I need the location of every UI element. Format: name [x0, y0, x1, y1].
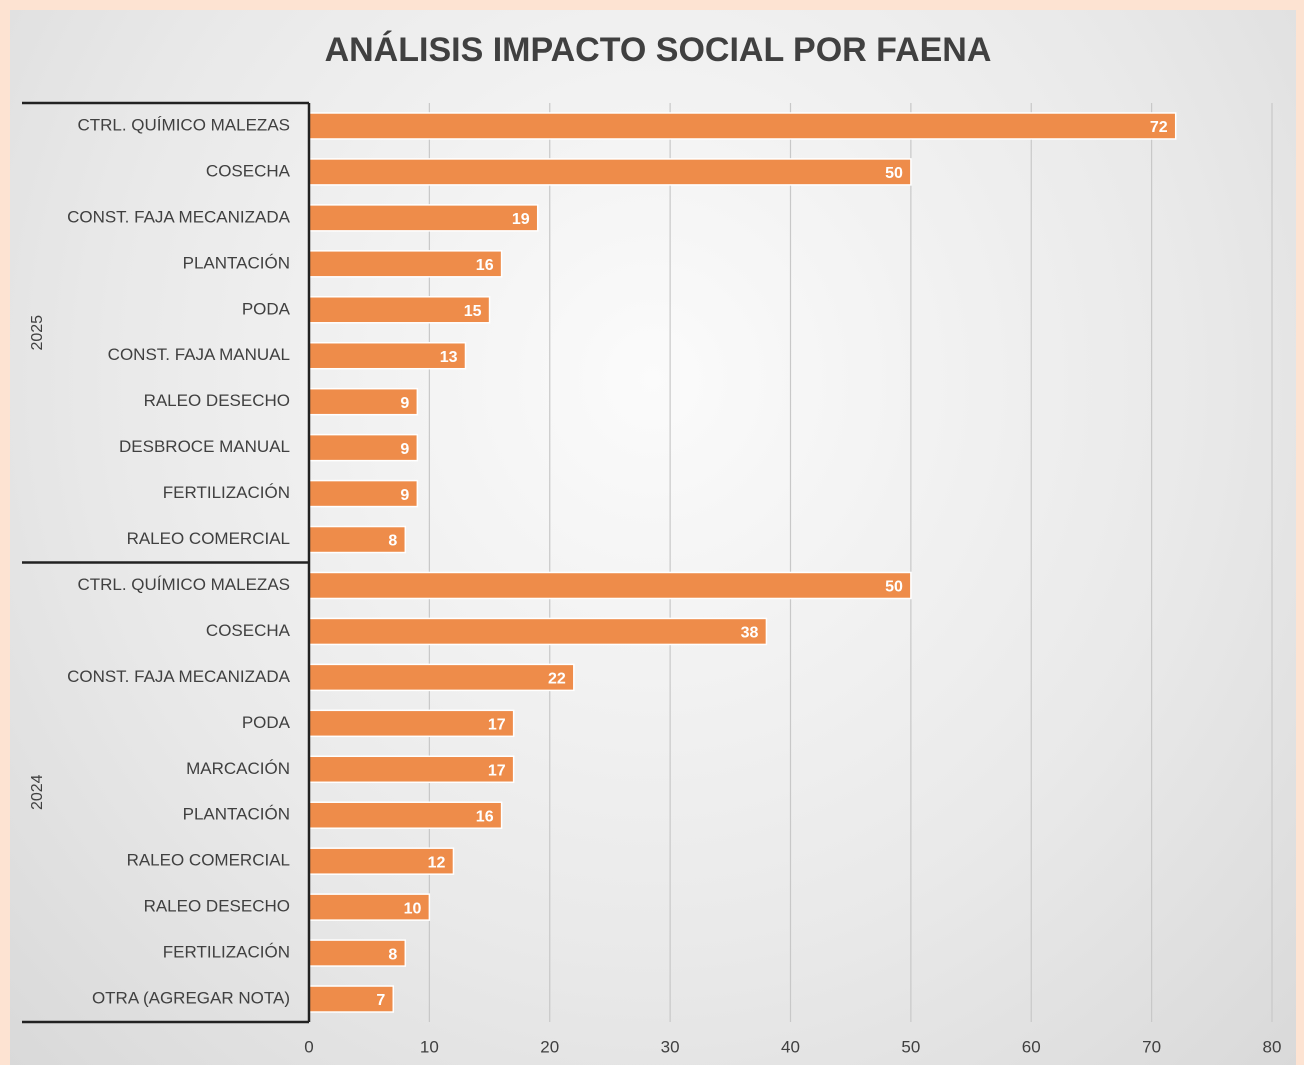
bar [308, 755, 515, 784]
y-tick-label: PODA [242, 299, 291, 318]
y-tick-label: RALEO COMERCIAL [127, 851, 290, 870]
y-tick-label: RALEO DESECHO [144, 897, 290, 916]
x-tick-label: 70 [1142, 1037, 1161, 1056]
value-label: 17 [488, 762, 506, 779]
value-label: 17 [488, 717, 506, 734]
chart-title: ANÁLISIS IMPACTO SOCIAL POR FAENA [325, 31, 992, 69]
value-label: 50 [885, 579, 903, 596]
value-label: 13 [440, 349, 458, 366]
x-tick-label: 40 [781, 1037, 800, 1056]
bar [308, 985, 395, 1013]
x-tick-label: 0 [304, 1037, 313, 1056]
y-tick-label: PLANTACIÓN [183, 805, 290, 824]
group-label: 2024 [29, 774, 46, 810]
x-tick-label: 20 [540, 1037, 559, 1056]
value-label: 9 [400, 487, 409, 504]
group-label: 2025 [29, 315, 46, 351]
y-tick-label: COSECHA [206, 621, 291, 640]
value-label: 9 [400, 441, 409, 458]
value-label: 22 [548, 671, 566, 688]
x-tick-label: 60 [1022, 1037, 1041, 1056]
y-tick-label: CONST. FAJA MECANIZADA [67, 667, 291, 686]
value-label: 16 [476, 257, 494, 274]
bar [308, 571, 912, 600]
bar [308, 112, 1177, 140]
y-tick-label: PODA [242, 713, 291, 732]
y-tick-label: CTRL. QUÍMICO MALEZAS [77, 575, 290, 594]
chart-panel [10, 10, 1296, 1065]
bar [308, 479, 419, 508]
value-label: 15 [464, 303, 482, 320]
x-tick-label: 10 [420, 1037, 439, 1056]
value-label: 38 [741, 625, 759, 642]
value-label: 8 [388, 533, 397, 550]
value-label: 19 [512, 211, 530, 228]
y-tick-label: PLANTACIÓN [183, 253, 290, 272]
value-label: 8 [388, 946, 397, 963]
bar [308, 663, 575, 692]
value-label: 72 [1150, 119, 1168, 136]
y-tick-label: COSECHA [206, 161, 291, 180]
bar [308, 158, 912, 186]
bar [308, 801, 503, 829]
y-tick-label: RALEO COMERCIAL [127, 529, 290, 548]
value-label: 12 [428, 854, 446, 871]
bar [308, 204, 539, 232]
y-tick-label: CTRL. QUÍMICO MALEZAS [77, 115, 290, 134]
x-tick-label: 30 [661, 1037, 680, 1056]
y-tick-label: OTRA (AGREGAR NOTA) [92, 989, 290, 1008]
value-label: 16 [476, 808, 494, 825]
bar [308, 617, 768, 646]
y-tick-label: MARCACIÓN [186, 759, 290, 778]
y-tick-label: CONST. FAJA MANUAL [108, 345, 290, 364]
x-tick-label: 80 [1263, 1037, 1282, 1056]
bar [308, 387, 419, 416]
y-tick-label: FERTILIZACIÓN [163, 483, 290, 502]
y-tick-label: RALEO DESECHO [144, 391, 290, 410]
value-label: 50 [885, 165, 903, 182]
value-label: 7 [376, 992, 385, 1009]
y-tick-label: FERTILIZACIÓN [163, 943, 290, 962]
bar [308, 296, 491, 324]
y-tick-label: DESBROCE MANUAL [119, 437, 290, 456]
y-tick-label: CONST. FAJA MECANIZADA [67, 207, 291, 226]
bar [308, 709, 515, 738]
value-label: 9 [400, 395, 409, 412]
bar [308, 939, 407, 967]
value-label: 10 [404, 900, 422, 917]
x-tick-label: 50 [901, 1037, 920, 1056]
bar [308, 250, 503, 278]
bar [308, 341, 467, 370]
